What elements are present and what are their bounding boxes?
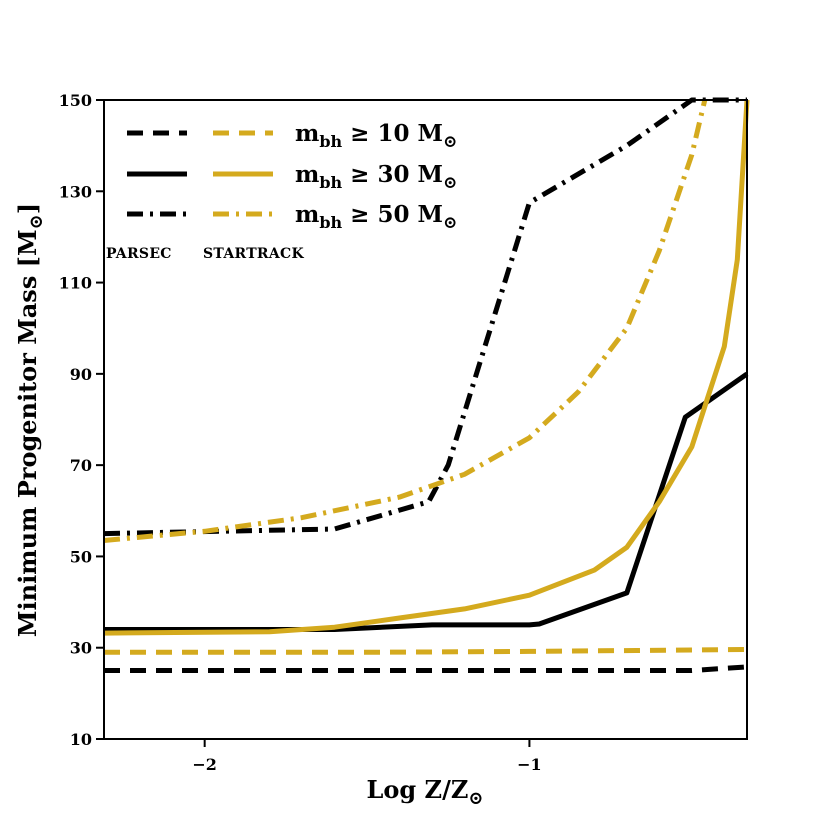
legend: mbh ≥ 10 M⊙ mbh ≥ 30 M⊙ mbh ≥ 50 M⊙ [127,120,457,233]
legend-label: mbh ≥ 30 M⊙ [295,161,457,193]
x-axis-title: Log Z/Z⊙ [367,775,484,809]
x-axis-sun-symbol: ⊙ [468,788,483,809]
series-line-startrack-50 [103,99,708,543]
series-line-parsec-50 [103,97,747,537]
y-axis-title: Minimum Progenitor Mass [M⊙] [13,203,47,637]
y-tick-label-130: 130 [59,182,92,201]
ticks-layer: 10 30 50 70 90 110 130 150 −2 −1 [59,91,542,774]
plot-frame [103,99,748,740]
series-line-startrack-30 [103,99,750,636]
y-tick-label-10: 10 [70,730,92,749]
x-tick-label--1: −1 [517,755,542,774]
y-tick-label-70: 70 [70,456,92,475]
svg-text:Minimum Progenitor Mass [M⊙]: Minimum Progenitor Mass [M⊙] [13,203,47,637]
y-tick-label-110: 110 [59,274,92,293]
y-tick-label-50: 50 [70,547,92,566]
y-tick-label-90: 90 [70,365,92,384]
series-line-startrack-10 [104,647,748,655]
series-line-parsec-30 [104,371,749,632]
series-layer [103,97,750,673]
legend-label: mbh ≥ 10 M⊙ [295,120,457,152]
legend-column-header-parsec: PARSEC [106,246,172,262]
y-tick-label-150: 150 [59,91,92,110]
legend-column-header-startrack: STARTRACK [203,246,304,262]
series-line-parsec-10 [104,664,748,673]
x-tick-label--2: −2 [192,755,217,774]
y-tick-label-30: 30 [70,639,92,658]
legend-label: mbh ≥ 50 M⊙ [295,201,457,233]
legend-column-headers: PARSEC STARTRACK [106,246,304,262]
